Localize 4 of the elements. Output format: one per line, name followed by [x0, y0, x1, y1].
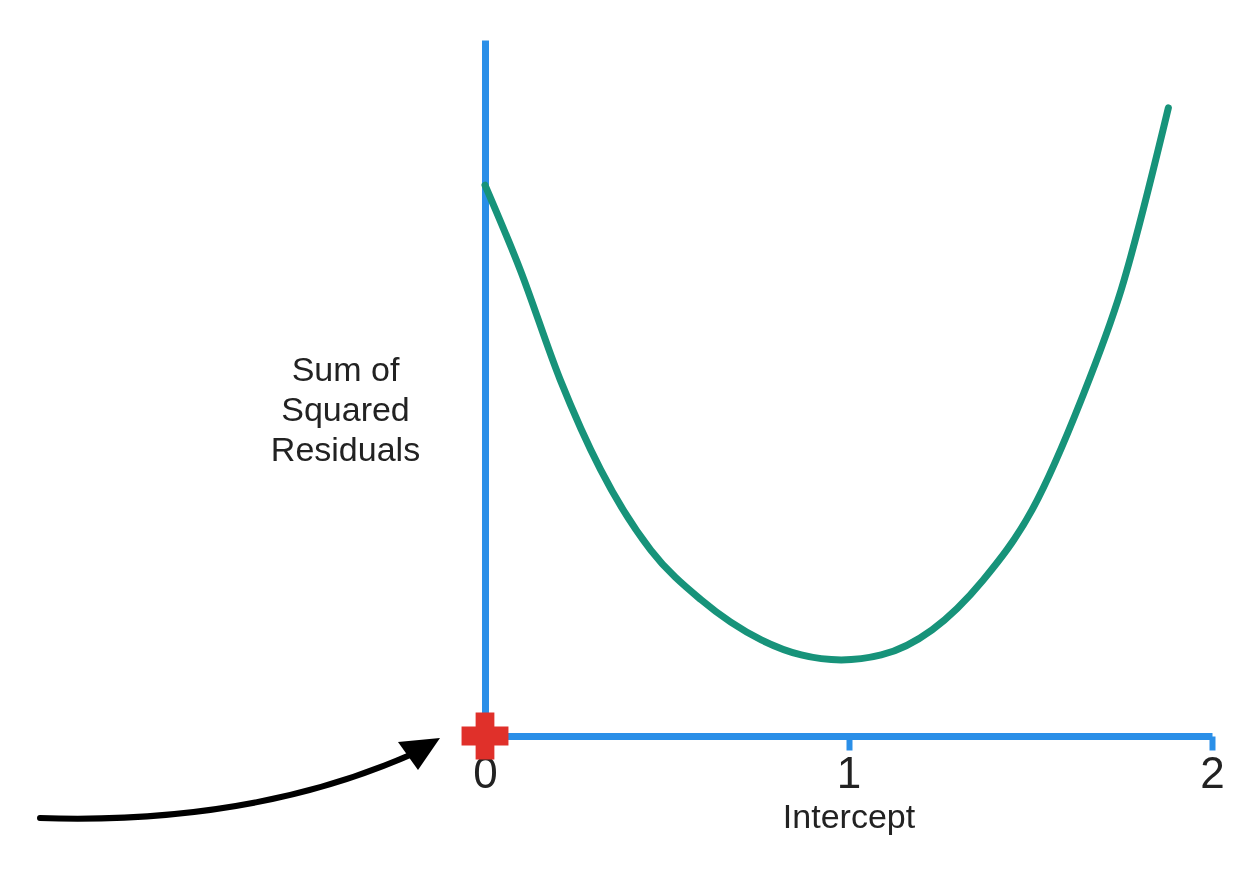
- x-tick-label: 2: [1200, 747, 1225, 797]
- y-axis-title: Sum of Squared Residuals: [270, 349, 421, 468]
- x-tick-label: 1: [836, 747, 862, 797]
- x-axis-title: Intercept: [782, 796, 916, 835]
